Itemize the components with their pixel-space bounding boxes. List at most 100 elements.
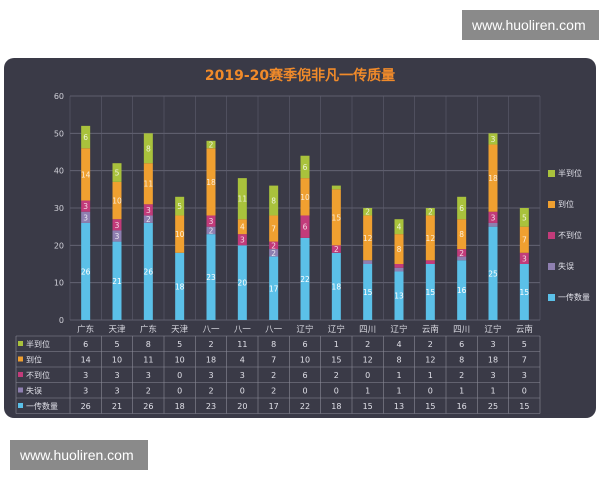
bar-label-6-4: 8 <box>271 197 276 206</box>
x-tick-label-13: 辽宁 <box>484 324 501 335</box>
table-cell-1-9: 12 <box>363 356 373 365</box>
table-cell-1-12: 8 <box>459 356 464 365</box>
table-cell-3-12: 1 <box>459 387 464 396</box>
bar-10-4 <box>394 219 404 235</box>
table-cell-2-3: 0 <box>177 371 182 380</box>
y-tick-label-1: 10 <box>54 279 64 288</box>
table-cell-4-0: 26 <box>81 402 91 411</box>
table-cell-3-4: 2 <box>208 387 213 396</box>
bar-8-2 <box>331 245 341 253</box>
table-cell-0-13: 3 <box>490 340 495 349</box>
table-cell-1-6: 7 <box>271 356 276 365</box>
bar-label-11-4: 2 <box>428 208 433 217</box>
bar-12-1 <box>457 256 467 261</box>
table-cell-3-13: 1 <box>490 387 495 396</box>
table-cell-4-5: 20 <box>237 402 247 411</box>
table-cell-4-6: 17 <box>269 402 279 411</box>
bar-label-14-4: 5 <box>522 213 527 222</box>
table-cell-1-13: 18 <box>488 356 498 365</box>
table-cell-3-6: 2 <box>271 387 276 396</box>
bar-5-4 <box>237 178 247 220</box>
table-cell-1-7: 10 <box>300 356 310 365</box>
bar-label-4-1: 2 <box>209 226 214 235</box>
table-cell-3-0: 3 <box>83 387 88 396</box>
bar-2-2 <box>143 204 153 216</box>
bar-10-3 <box>394 234 404 264</box>
bar-label-9-4: 2 <box>365 208 370 217</box>
table-cell-0-12: 6 <box>459 340 464 349</box>
bar-label-5-4: 11 <box>238 195 248 204</box>
table-cell-0-0: 6 <box>83 340 88 349</box>
bar-label-5-0: 20 <box>238 279 248 288</box>
table-cell-2-13: 3 <box>490 371 495 380</box>
bar-label-4-2: 3 <box>209 217 214 226</box>
table-cell-0-4: 2 <box>208 340 213 349</box>
x-tick-label-7: 辽宁 <box>296 324 313 335</box>
bar-label-13-3: 18 <box>488 174 498 183</box>
table-cell-0-9: 2 <box>365 340 370 349</box>
x-tick-label-6: 八一 <box>265 325 283 335</box>
table-cell-2-6: 2 <box>271 371 276 380</box>
bar-9-0 <box>363 264 373 320</box>
bar-3-0 <box>175 252 185 320</box>
table-cell-1-1: 10 <box>112 356 122 365</box>
bar-1-2 <box>112 219 122 231</box>
table-cell-1-4: 18 <box>206 356 216 365</box>
bar-1-4 <box>112 163 122 182</box>
table-cell-1-3: 10 <box>175 356 185 365</box>
y-tick-label-6: 60 <box>54 92 64 101</box>
table-cell-4-3: 18 <box>175 402 185 411</box>
bar-5-0 <box>237 245 247 320</box>
bar-10-0 <box>394 271 404 320</box>
bar-label-7-3: 10 <box>300 193 310 202</box>
table-cell-3-8: 0 <box>334 387 339 396</box>
x-tick-label-5: 八一 <box>234 325 252 335</box>
bar-0-2 <box>81 200 91 212</box>
bar-label-14-0: 15 <box>520 288 530 297</box>
table-cell-4-12: 16 <box>457 402 467 411</box>
legend-swatch-3 <box>548 263 555 270</box>
bar-7-4 <box>300 155 310 179</box>
table-cell-0-6: 8 <box>271 340 276 349</box>
chart-title: 2019-20赛季倪非凡一传质量 <box>205 67 395 84</box>
bar-11-3 <box>425 215 435 261</box>
bar-label-13-0: 25 <box>488 269 498 278</box>
x-tick-label-1: 天津 <box>108 324 126 335</box>
bar-7-2 <box>300 215 310 238</box>
table-cell-0-1: 5 <box>114 340 119 349</box>
legend-swatch-0 <box>548 170 555 177</box>
bar-label-8-0: 18 <box>332 282 342 291</box>
y-tick-label-3: 30 <box>54 204 64 213</box>
x-tick-label-4: 八一 <box>202 325 220 335</box>
bar-label-6-1: 2 <box>271 249 276 258</box>
bar-label-12-0: 16 <box>457 286 467 295</box>
table-cell-1-8: 15 <box>331 356 341 365</box>
bar-label-2-1: 2 <box>146 215 151 224</box>
bar-label-5-2: 3 <box>240 236 245 245</box>
x-tick-label-12: 四川 <box>453 325 470 335</box>
table-cell-1-0: 14 <box>81 356 91 365</box>
bar-4-3 <box>206 148 216 216</box>
table-cell-0-10: 4 <box>396 340 401 349</box>
bar-7-3 <box>300 178 310 216</box>
table-cell-4-11: 15 <box>425 402 435 411</box>
table-swatch-4 <box>18 403 23 408</box>
table-row-label-3: 失误 <box>26 386 42 396</box>
table-cell-4-13: 25 <box>488 402 498 411</box>
bar-label-3-3: 10 <box>175 230 185 239</box>
table-cell-3-11: 0 <box>428 387 433 396</box>
table-cell-3-5: 0 <box>240 387 245 396</box>
table-cell-4-4: 23 <box>206 402 216 411</box>
bar-label-10-0: 13 <box>394 292 404 301</box>
bar-label-0-2: 3 <box>83 202 88 211</box>
table-cell-1-2: 11 <box>143 356 153 365</box>
bar-label-13-2: 3 <box>491 213 496 222</box>
table-cell-2-11: 1 <box>428 371 433 380</box>
bar-label-14-2: 3 <box>522 254 527 263</box>
table-row-label-2: 不到位 <box>26 370 50 380</box>
bar-label-6-3: 7 <box>271 225 276 234</box>
bar-8-0 <box>331 252 341 320</box>
y-tick-label-5: 50 <box>54 129 64 138</box>
table-cell-2-0: 3 <box>83 371 88 380</box>
